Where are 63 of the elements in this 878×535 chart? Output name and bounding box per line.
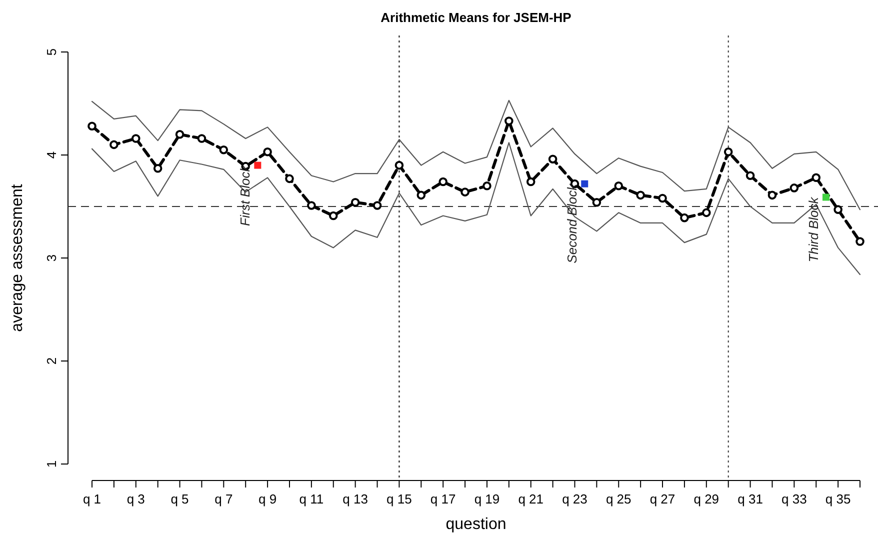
y-tick-label: 5 — [44, 48, 59, 56]
x-tick-label: q 25 — [606, 492, 632, 506]
point — [680, 213, 689, 222]
point — [856, 237, 864, 246]
x-tick-label: q 11 — [299, 492, 324, 506]
point — [834, 205, 842, 214]
point — [658, 194, 667, 203]
point — [416, 190, 426, 200]
point — [131, 134, 140, 143]
point — [614, 181, 624, 190]
x-tick-label: q 35 — [825, 492, 851, 506]
point — [328, 211, 338, 220]
point — [175, 130, 184, 139]
y-tick-label: 1 — [44, 460, 59, 468]
x-tick-label: q 33 — [782, 492, 807, 506]
point — [504, 116, 514, 126]
x-tick-label: q 27 — [650, 492, 676, 506]
point — [219, 145, 228, 154]
x-tick-label: q 21 — [518, 492, 544, 506]
point — [702, 208, 711, 218]
x-tick-label: q 19 — [474, 492, 500, 506]
x-tick-label: q 23 — [562, 492, 588, 506]
x-tick-label: q 17 — [430, 492, 456, 506]
line-series — [91, 142, 861, 276]
x-tick-label: q 13 — [342, 492, 368, 506]
point — [746, 171, 755, 180]
point — [153, 164, 162, 173]
chart-title: Arithmetic Means for JSEM-HP — [380, 10, 572, 25]
y-axis-title: average assessment — [9, 184, 26, 332]
point — [768, 190, 777, 200]
x-tick-label: q 7 — [214, 492, 233, 506]
point — [724, 148, 733, 156]
point — [372, 201, 382, 210]
x-tick-label: q 9 — [258, 492, 277, 506]
point — [350, 198, 360, 207]
point — [394, 160, 404, 170]
point — [592, 198, 602, 207]
annotation: Third Block — [806, 196, 821, 262]
y-tick-label: 3 — [44, 254, 59, 262]
annotation: Second Block — [564, 182, 580, 264]
point — [88, 122, 96, 131]
point — [636, 190, 645, 200]
point — [460, 188, 470, 196]
x-tick-label: q 1 — [82, 492, 102, 506]
point — [438, 177, 448, 186]
x-tick-label: q 3 — [126, 492, 145, 506]
point — [110, 140, 118, 150]
point — [307, 201, 316, 210]
point — [790, 184, 799, 192]
point — [548, 154, 558, 164]
point — [285, 174, 294, 184]
y-tick-label: 4 — [44, 151, 59, 159]
x-tick-label: q 5 — [170, 492, 189, 506]
y-tick-label: 2 — [44, 357, 59, 365]
x-tick-label: q 31 — [738, 492, 763, 506]
x-tick-label: q 29 — [694, 492, 720, 506]
x-axis-title: question — [446, 516, 506, 533]
point — [263, 148, 272, 156]
point — [526, 177, 536, 186]
point — [812, 173, 821, 182]
x-tick-label: q 15 — [386, 492, 412, 506]
point — [197, 134, 206, 143]
point — [482, 181, 492, 190]
